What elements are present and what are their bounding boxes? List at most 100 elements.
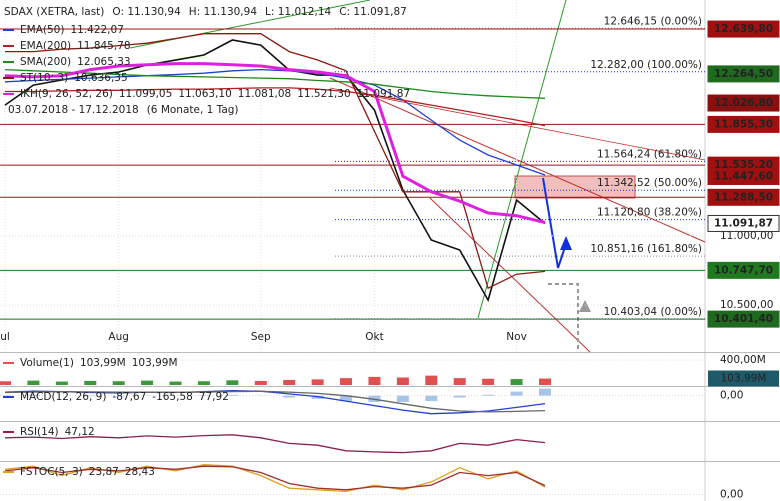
header-text: C: 11.091,87 [339,6,407,18]
fib-label: 12.282,00 (100.00%) [590,59,702,71]
level-box [707,65,780,83]
volume-bar [169,381,182,385]
level-box [707,310,780,328]
volume-bar [368,376,381,385]
histogram-bar [482,394,495,396]
legend-name: RSI(14) [20,426,59,438]
legend-name: FSTOC(5, 3) [20,466,83,478]
histogram-bar [396,395,409,402]
series-line [4,39,546,303]
series-line [4,463,546,493]
fib-label: 11.564,24 (61.80%) [597,148,702,160]
projection-arrow [542,177,567,269]
legend-name: MACD(12, 26, 9) [20,391,106,403]
level-box [707,261,780,279]
trend-line [477,0,567,319]
period-note: (6 Monate, 1 Tag) [147,104,239,116]
y-tick-label: 0,00 [720,390,743,402]
legend-value: 12.065,33 [77,56,130,68]
volume-bar [453,378,466,385]
volume-bar [254,380,267,385]
legend-value: 11.845,78 [77,40,130,52]
histogram-bar [27,394,40,396]
volume-bar [396,377,409,385]
level-label: 11.855,30 [714,118,773,130]
header-text: O: 11.130,94 [112,6,181,18]
x-tick-label: ul [0,331,10,343]
x-tick-label: Nov [506,331,527,343]
series-line [5,33,546,290]
legend-value: 77,92 [199,391,229,403]
volume-bar [311,379,324,385]
fib-label: 10.851,16 (161.80%) [590,243,702,255]
volume-bar [0,381,11,385]
histogram-bar [84,395,97,397]
histogram-bar [340,395,353,402]
legend-name: SMA(200) [20,56,71,68]
level-box [707,167,780,185]
legend-name: EMA(200) [20,40,71,52]
projection-arrow [548,283,579,352]
arrow-head [579,300,591,312]
histogram-bar [510,391,523,396]
period: 03.07.2018 - 17.12.2018 [8,104,139,116]
series-line [5,87,546,127]
legend-value: 11.091,87 [357,88,410,100]
volume-bar [84,380,97,385]
level-box [707,115,780,133]
trend-line [329,77,706,243]
level-box [707,20,780,38]
series-line [4,390,546,413]
volume-bar [283,380,296,385]
series-line [4,68,546,176]
volume-bar [112,381,125,385]
level-label: 12.264,50 [714,68,773,80]
series-line [4,68,546,99]
histogram-bar [226,394,239,396]
legend-value: 11.063,10 [178,88,231,100]
volume-bar [55,381,68,385]
fib-label: 10.403,04 (0.00%) [604,306,702,318]
legend-value: 11.099,05 [119,88,172,100]
x-tick-label: Aug [108,331,129,343]
fib-label: 11.120,80 (38.20%) [597,207,702,219]
header-text: L: 11.012,14 [265,6,331,18]
histogram-bar [112,395,125,397]
legend-name: ST(10; 3) [20,72,68,84]
legend-name: EMA(50) [20,24,64,36]
volume-bar [226,380,239,385]
legend-value: 47,12 [65,426,95,438]
legend-value: 23,87 [89,466,119,478]
volume-bar [340,378,353,385]
y-tick-label: 0,00 [720,489,743,501]
level-box [707,214,780,232]
level-label: 10.747,70 [714,264,773,276]
legend-name: IKH(9, 26, 52, 26) [20,88,113,100]
x-tick-label: Okt [365,331,383,343]
histogram-bar [425,395,438,402]
volume-bar [510,379,523,385]
level-box [707,94,780,112]
y-tick-label: 11.000,00 [720,230,773,242]
histogram-bar [453,395,466,398]
fib-label: 11.342,52 (50.00%) [597,177,702,189]
header-text: SDAX (XETRA, last) [4,6,104,18]
trend-line [429,197,591,353]
legend-value: 11.081,08 [238,88,291,100]
volume-bar [197,381,210,385]
y-tick-label: 10.500,00 [720,299,773,311]
legend-value: 103,99M [80,357,126,369]
marker-label: 103,99M [721,373,767,385]
legend-value: 11.521,30 [297,88,350,100]
level-label: 11.447,60 [714,170,773,182]
level-label: 11.288,50 [714,191,773,203]
legend-value: 28,43 [125,466,155,478]
y-tick-label: 400,00M [720,354,766,366]
legend-value: 10.636,35 [74,72,127,84]
volume-bar [482,378,495,385]
series-line [4,465,546,491]
